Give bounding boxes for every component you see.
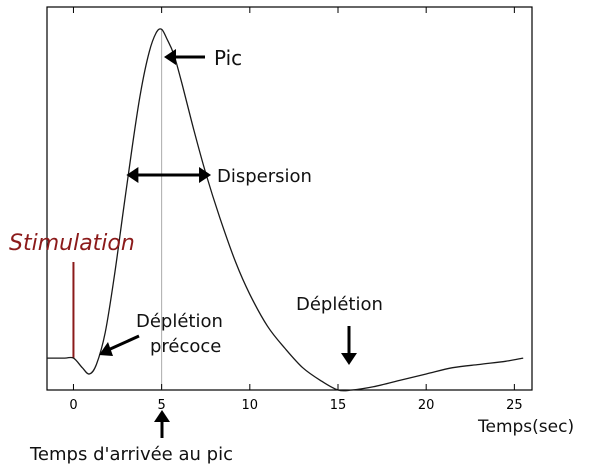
dispersion-arrow-head bbox=[199, 167, 212, 183]
x-axis-ticks: 0 5 10 15 20 25 bbox=[69, 7, 523, 413]
depletion-label: Déplétion bbox=[296, 294, 383, 315]
plot-frame bbox=[46, 6, 533, 391]
stimulation-label: Stimulation bbox=[9, 231, 135, 256]
x-axis-label: Temps(sec) bbox=[477, 417, 574, 437]
x-tick-label: 0 bbox=[69, 398, 77, 413]
response-curve bbox=[46, 28, 524, 392]
early-depletion-arrow bbox=[99, 334, 140, 356]
x-tick-label: 15 bbox=[330, 398, 347, 413]
peak-label: Pic bbox=[214, 46, 242, 70]
time-to-peak-arrow bbox=[154, 410, 170, 438]
time-to-peak-label: Temps d'arrivée au pic bbox=[29, 444, 233, 465]
x-tick-label: 20 bbox=[418, 398, 435, 413]
early-depletion-label-line1: Déplétion bbox=[136, 311, 223, 332]
x-tick-label: 25 bbox=[506, 398, 523, 413]
x-tick-label: 5 bbox=[157, 398, 165, 413]
peak-arrow bbox=[164, 49, 205, 65]
early-depletion-label-line2: précoce bbox=[150, 336, 221, 357]
dispersion-label: Dispersion bbox=[217, 166, 312, 187]
x-tick-label: 10 bbox=[242, 398, 259, 413]
depletion-arrow bbox=[341, 326, 357, 365]
dispersion-arrow-head bbox=[126, 167, 139, 183]
dispersion-arrow bbox=[126, 167, 212, 183]
